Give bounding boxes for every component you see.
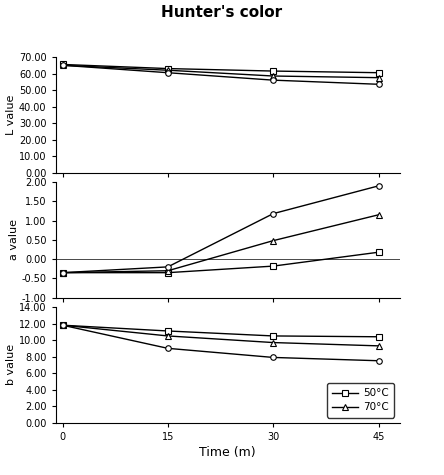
Legend: 50°C, 70°C: 50°C, 70°C	[327, 383, 394, 418]
Y-axis label: b value: b value	[6, 344, 16, 385]
Y-axis label: L value: L value	[6, 95, 16, 135]
Y-axis label: a value: a value	[9, 219, 19, 260]
X-axis label: Time (m): Time (m)	[199, 446, 256, 459]
Text: Hunter's color: Hunter's color	[162, 5, 282, 20]
